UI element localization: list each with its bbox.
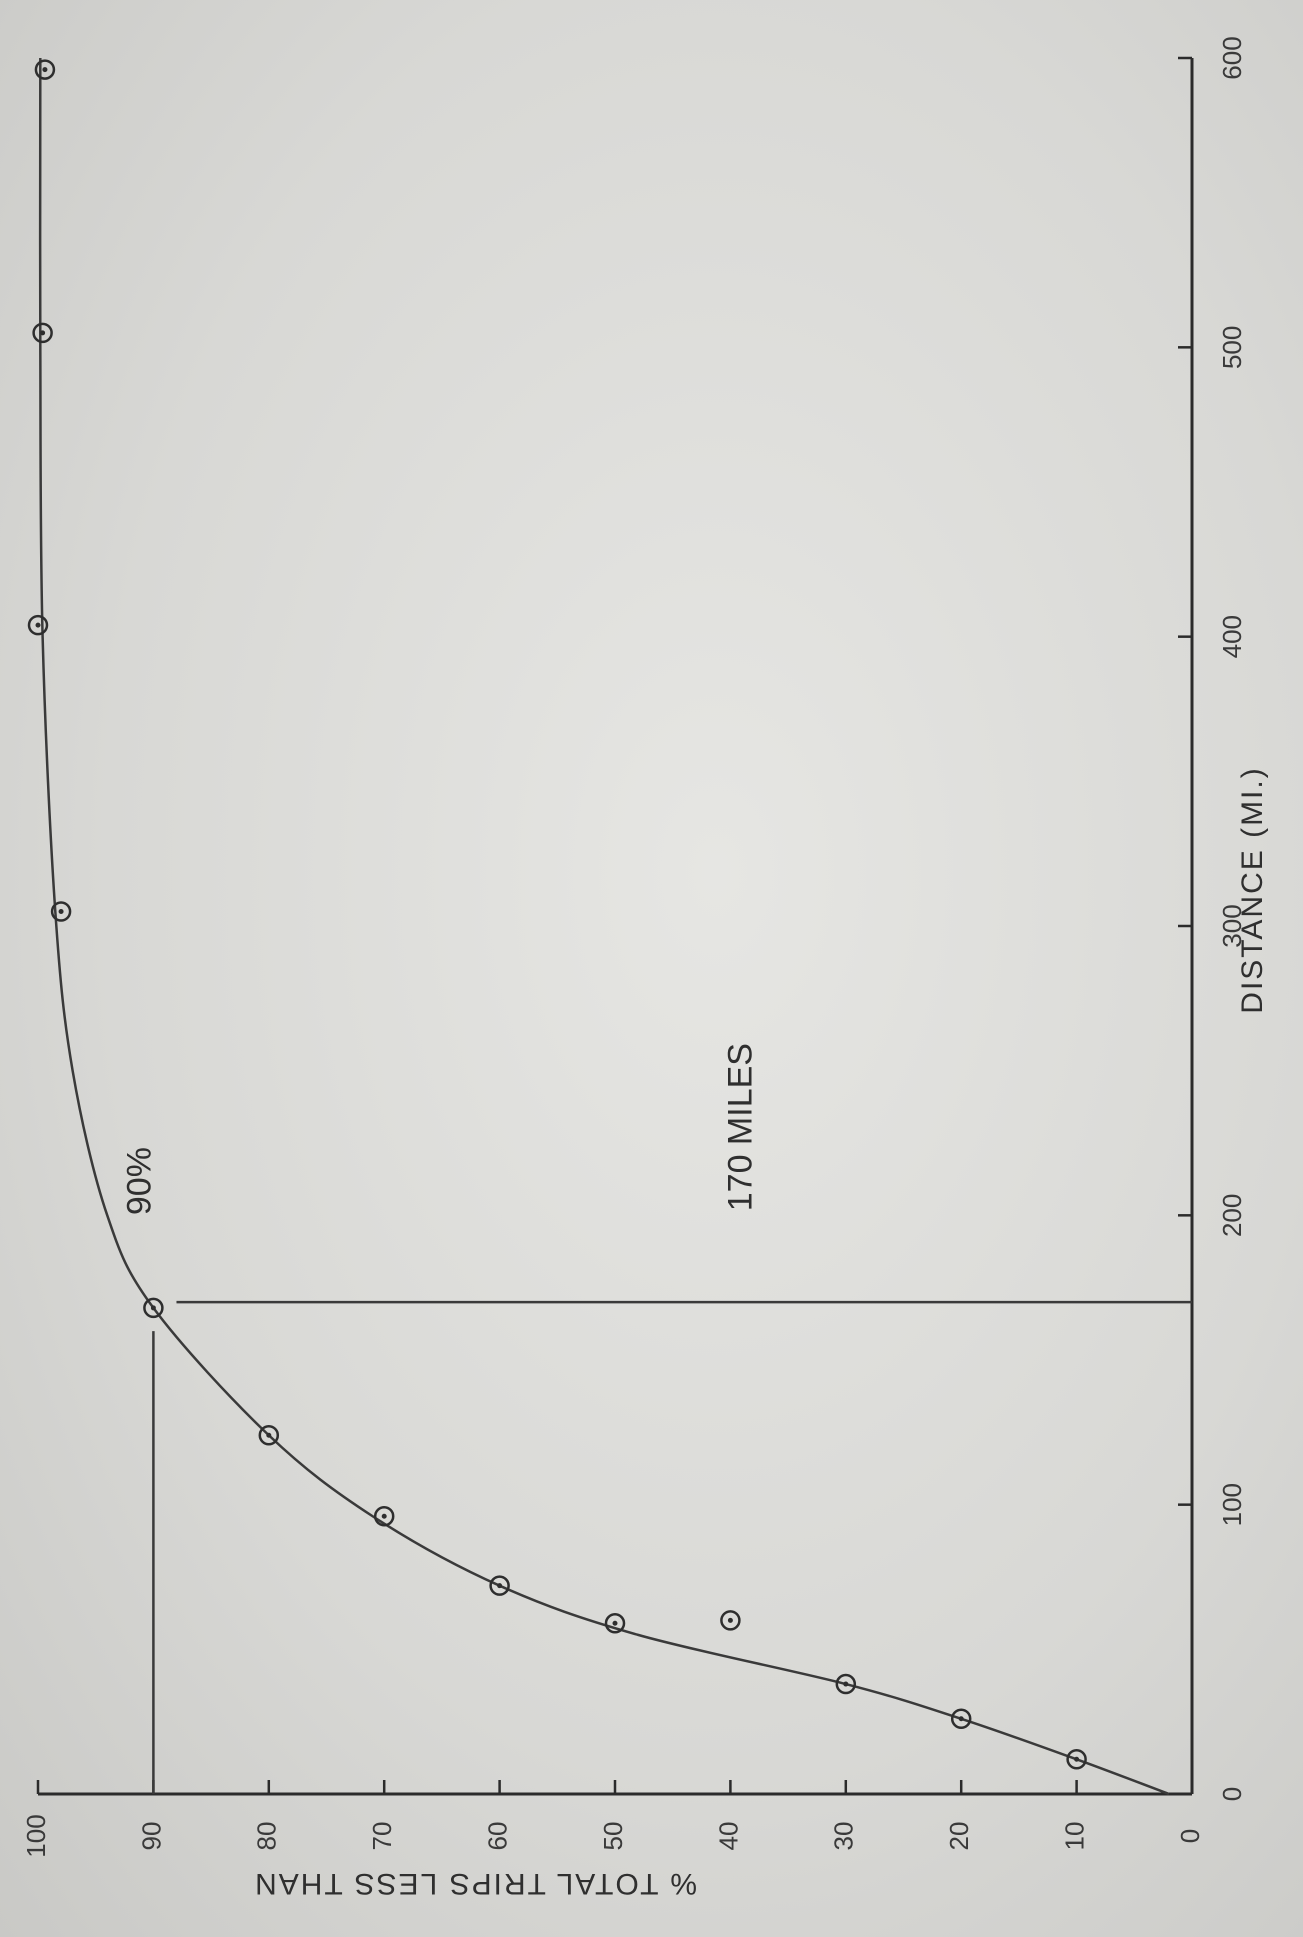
percent-tick-label: 90	[136, 1822, 166, 1851]
distance-tick-label: 500	[1217, 326, 1247, 369]
data-point	[604, 1613, 626, 1634]
data-point	[143, 1297, 164, 1319]
labels: 90% 170 MILES	[120, 1043, 759, 1215]
percent-tick-label: 60	[482, 1822, 512, 1851]
data-points	[27, 59, 1087, 1770]
data-point-center	[727, 1617, 733, 1623]
data-point	[50, 901, 72, 922]
data-point	[32, 322, 53, 344]
seventy-miles-label: 170 MILES	[721, 1043, 759, 1211]
percent-tick-label: 40	[713, 1822, 743, 1851]
ninety-percent-label: 90%	[120, 1147, 158, 1215]
distance-tick-label: 300	[1217, 904, 1247, 947]
distance-tick-label: 0	[1217, 1787, 1247, 1801]
percent-tick-label: 20	[944, 1822, 974, 1851]
data-point-center	[266, 1432, 272, 1438]
data-point	[258, 1424, 280, 1446]
data-point	[720, 1610, 741, 1631]
data-point	[1066, 1749, 1087, 1770]
percent-tick-label: 30	[829, 1822, 859, 1851]
percent-tick-label: 70	[367, 1822, 397, 1851]
data-point-center	[1074, 1756, 1080, 1762]
data-point	[34, 59, 56, 80]
percent-tick-label: 80	[252, 1822, 282, 1851]
percent-axis-title: % TOTAL TRIPS LESS THAN	[253, 1867, 697, 1900]
data-point-center	[843, 1681, 849, 1687]
percent-tick-label: 0	[1175, 1829, 1205, 1843]
data-point-center	[381, 1513, 387, 1519]
data-point-center	[958, 1716, 964, 1722]
data-point-center	[612, 1620, 618, 1626]
percent-tick-label: 100	[21, 1814, 51, 1857]
percent-tick-label: 10	[1059, 1822, 1089, 1851]
axes: 0 10 20 30 40 50 60 70 80 90 100 0 100 200 300 400 500 60…	[21, 36, 1269, 1900]
data-point	[835, 1673, 857, 1695]
distance-axis-title: DISTANCE (MI.)	[1236, 766, 1269, 1013]
data-point	[373, 1505, 395, 1527]
data-point-center	[35, 622, 41, 628]
percent-tick-label: 50	[598, 1822, 628, 1851]
distance-tick-label: 400	[1217, 615, 1247, 658]
distance-tick-label: 200	[1217, 1194, 1247, 1237]
data-point-center	[150, 1305, 156, 1311]
reference-lines	[152, 1300, 1192, 1794]
data-point	[950, 1708, 972, 1730]
data-point-center	[58, 909, 64, 915]
distance-tick-label: 100	[1217, 1483, 1247, 1526]
fitted-curve	[38, 57, 1170, 1796]
data-point-center	[497, 1583, 503, 1589]
fitted-curve-group	[38, 57, 1170, 1796]
data-point	[489, 1575, 510, 1596]
distance-tick-label: 600	[1217, 36, 1247, 79]
data-point-center	[40, 330, 46, 336]
data-point	[27, 614, 49, 636]
data-point-center	[42, 67, 48, 73]
